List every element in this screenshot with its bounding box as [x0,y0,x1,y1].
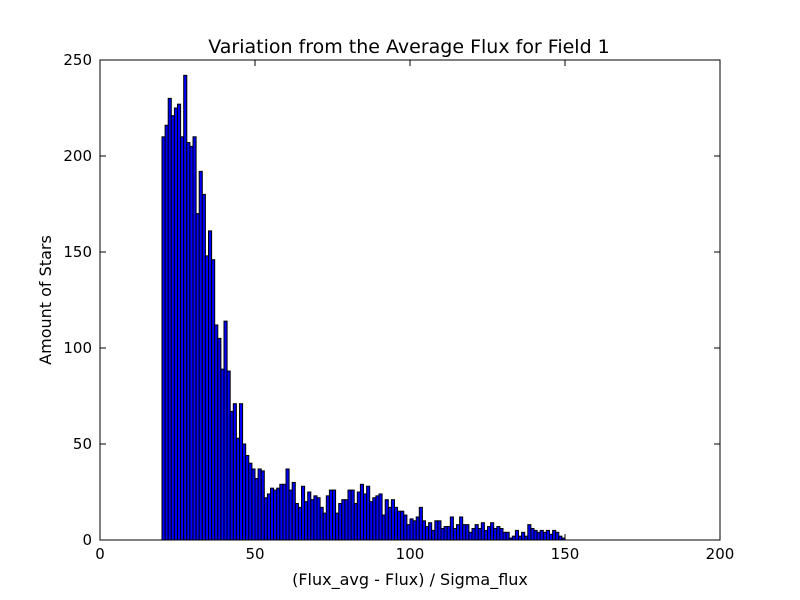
x-tick-label: 200 [706,545,735,563]
tick-labels: 0 50 100 150 200 0 50 100 150 200 250 [63,51,734,563]
y-tick-label: 50 [73,435,92,453]
y-tick-label: 200 [63,147,92,165]
x-tick-label: 100 [396,545,425,563]
y-axis-label: Amount of Stars [36,235,55,365]
y-tick-label: 150 [63,243,92,261]
x-tick-label: 50 [245,545,264,563]
chart-title: Variation from the Average Flux for Fiel… [208,36,610,58]
y-tick-label: 0 [82,531,92,549]
x-tick-label: 0 [95,545,105,563]
x-axis-label: (Flux_avg - Flux) / Sigma_flux [292,570,528,590]
plot-frame [99,59,721,541]
y-tick-label: 250 [63,51,92,69]
histogram-bars [161,74,566,541]
y-tick-label: 100 [63,339,92,357]
x-tick-label: 150 [551,545,580,563]
